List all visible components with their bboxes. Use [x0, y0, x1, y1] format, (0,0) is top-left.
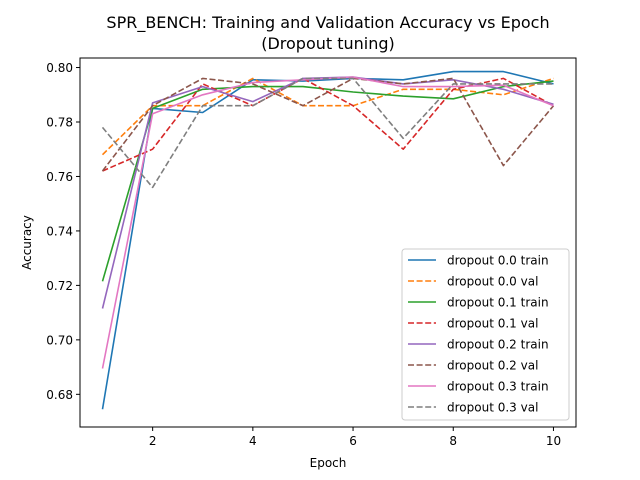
y-tick-label: 0.70: [46, 333, 73, 347]
series-line-2: [101, 80, 554, 282]
legend-label: dropout 0.1 val: [447, 317, 538, 331]
legend-label: dropout 0.2 val: [447, 359, 538, 373]
y-tick-label: 0.76: [46, 170, 73, 184]
chart-subtitle: (Dropout tuning): [261, 34, 395, 53]
legend-label: dropout 0.2 train: [447, 338, 549, 352]
legend-label: dropout 0.0 val: [447, 275, 538, 289]
x-tick-label: 10: [546, 434, 561, 448]
series-line-1: [101, 77, 554, 156]
series-line-5: [101, 77, 555, 172]
legend-box: [401, 248, 570, 421]
x-tick-label: 4: [249, 434, 257, 448]
plot-frame: [79, 57, 577, 428]
y-tick-label: 0.72: [46, 279, 73, 293]
plot-lines: [101, 70, 555, 410]
legend-label: dropout 0.0 train: [447, 254, 549, 268]
y-tick-label: 0.80: [46, 61, 73, 75]
legend-label: dropout 0.3 train: [447, 380, 549, 394]
x-tick-label: 2: [149, 434, 157, 448]
y-axis-label: Accuracy: [20, 215, 34, 270]
y-axis: 0.68 0.70 0.72 0.74 0.76 0.78 0.80: [46, 61, 80, 402]
x-axis-label: Epoch: [310, 456, 347, 470]
y-tick-label: 0.78: [46, 115, 73, 129]
series-line-7: [101, 77, 554, 189]
chart-title: SPR_BENCH: Training and Validation Accur…: [106, 13, 549, 33]
x-axis: 2 4 6 8 10: [149, 427, 561, 448]
y-tick-label: 0.74: [46, 224, 73, 238]
y-tick-label: 0.68: [46, 388, 73, 402]
x-tick-label: 6: [349, 434, 357, 448]
legend: dropout 0.0 train dropout 0.0 val dropout …: [401, 248, 570, 421]
legend-label: dropout 0.3 val: [447, 401, 538, 415]
series-line-0: [101, 70, 554, 410]
series-line-3: [102, 77, 554, 172]
legend-label: dropout 0.1 train: [447, 296, 549, 310]
x-tick-label: 8: [449, 434, 457, 448]
